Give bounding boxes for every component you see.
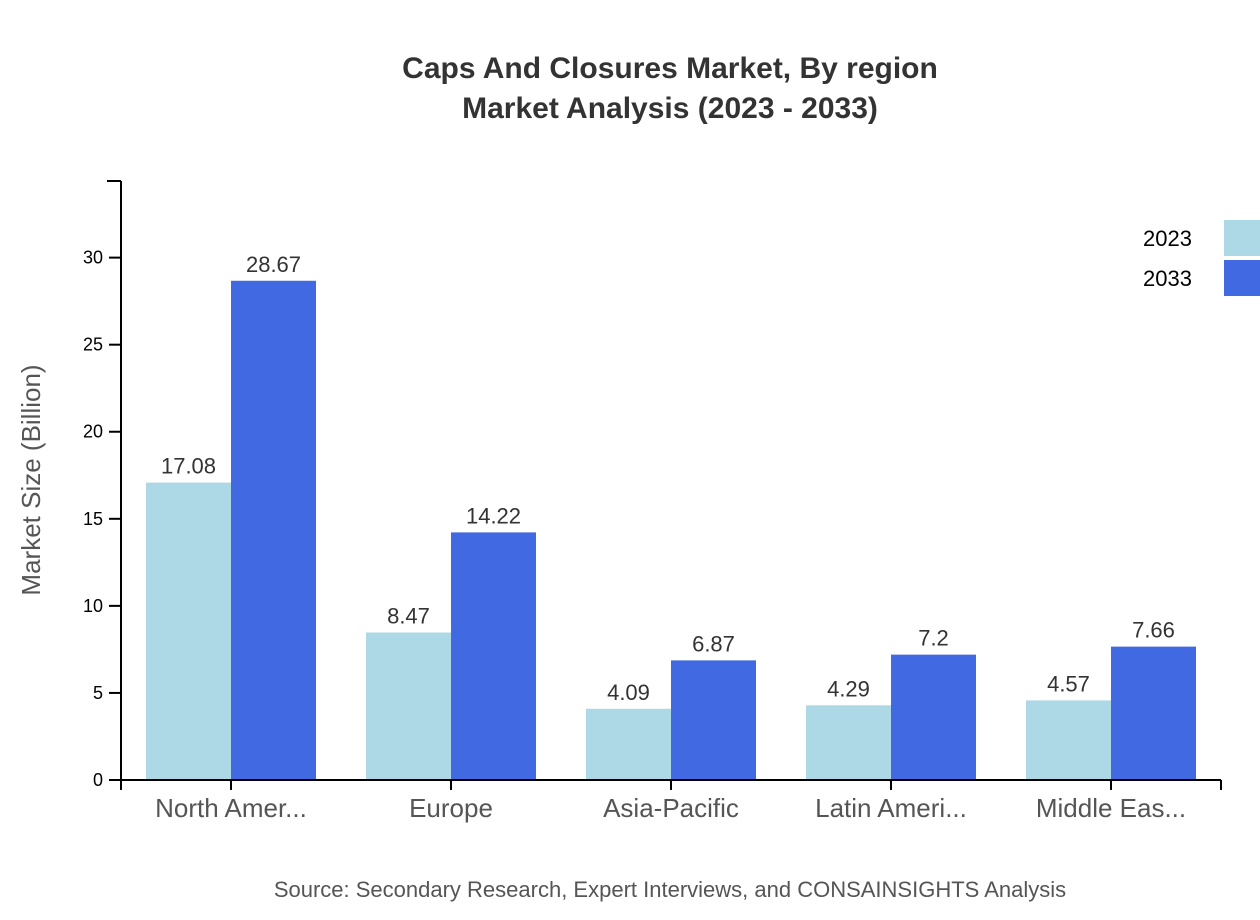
y-tick-label: 15	[83, 509, 103, 529]
y-tick-label: 25	[83, 335, 103, 355]
legend-label-2023: 2023	[1143, 226, 1192, 251]
y-tick-label: 0	[93, 770, 103, 790]
bar-value-label: 14.22	[466, 503, 521, 528]
bars-group: 17.08 28.67 8.47 14.22 4.09 6.87 4.29 7.2 4.57 7.…	[146, 252, 1196, 780]
bar-value-label: 4.57	[1047, 671, 1090, 696]
bar-2033	[671, 660, 756, 780]
source-note: Source: Secondary Research, Expert Inter…	[273, 877, 1067, 902]
bar-value-label: 4.09	[607, 680, 650, 705]
y-tick-label: 30	[83, 248, 103, 268]
bar-value-label: 28.67	[246, 252, 301, 277]
bar-2023	[146, 482, 231, 780]
bar-2033	[231, 280, 316, 780]
y-tick-label: 10	[83, 596, 103, 616]
bar-2033	[451, 532, 536, 780]
x-category-label: Latin Ameri...	[815, 793, 967, 823]
bar-2033	[1111, 646, 1196, 780]
bar-2023	[1026, 700, 1111, 780]
chart-title-line-1: Caps And Closures Market, By region	[402, 52, 938, 85]
bar-value-label: 17.08	[161, 454, 216, 479]
axes-group: North Amer... Europe Asia-Pacific Latin Ame…	[16, 180, 1222, 823]
legend-label-2033: 2033	[1143, 266, 1192, 291]
bar-2023	[806, 705, 891, 780]
x-category-label: Middle Eas...	[1036, 793, 1186, 823]
chart-title-line-2: Market Analysis (2023 - 2033)	[462, 92, 878, 125]
x-category-label: North Amer...	[155, 793, 307, 823]
legend: 2023 2033	[1143, 220, 1260, 296]
bar-value-label: 4.29	[827, 676, 870, 701]
legend-swatch-2033	[1224, 260, 1260, 296]
bar-value-label: 7.66	[1132, 618, 1175, 643]
y-tick-label: 20	[83, 422, 103, 442]
bar-value-label: 6.87	[692, 631, 735, 656]
bar-2033	[891, 654, 976, 780]
bar-value-label: 8.47	[387, 604, 430, 629]
y-tick-label: 5	[93, 683, 103, 703]
x-category-label: Asia-Pacific	[603, 793, 739, 823]
legend-swatch-2023	[1224, 220, 1260, 256]
bar-value-label: 7.2	[918, 626, 949, 651]
bar-2023	[586, 708, 671, 780]
bar-2023	[366, 632, 451, 780]
x-category-label: Europe	[409, 793, 493, 823]
y-axis-title: Market Size (Billion)	[16, 364, 46, 595]
